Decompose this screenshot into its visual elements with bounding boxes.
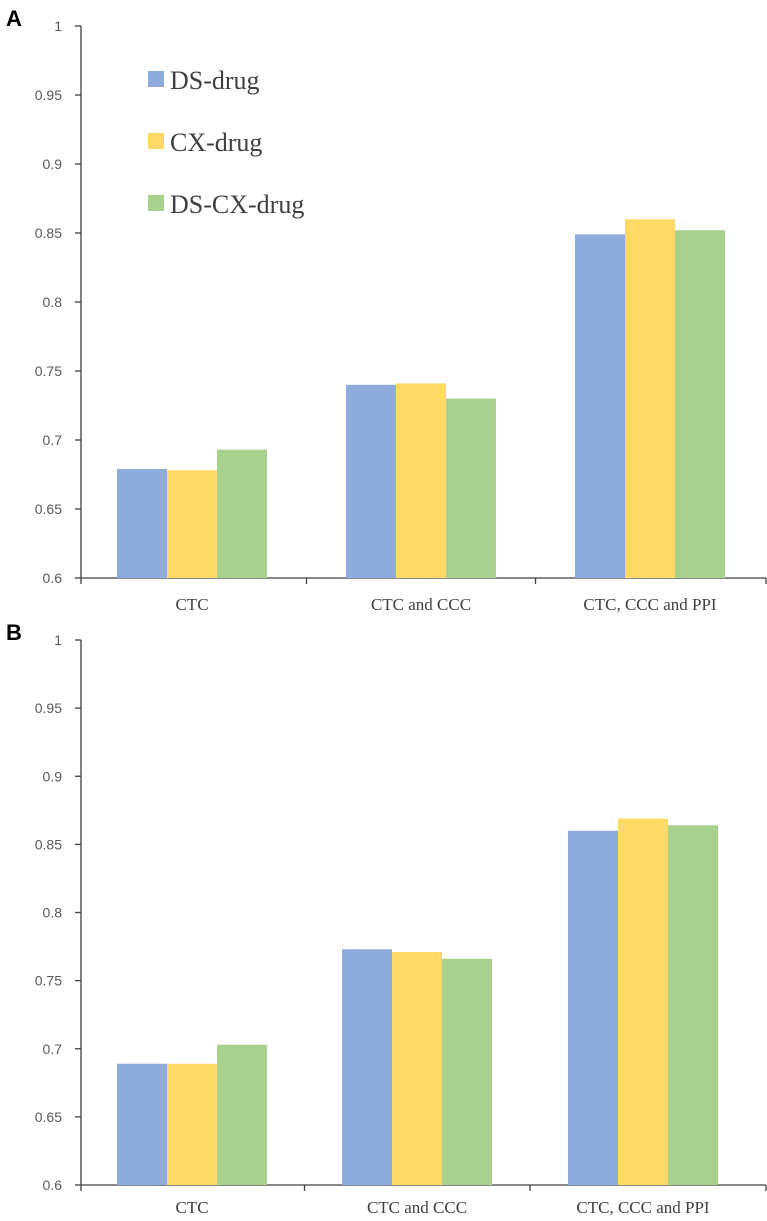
chart-panel-b: 1 0.95 0.9 0.85 0.8 0.75 0.7 0.65 0.6 CTC CTC and … (35, 632, 767, 1217)
y-tick-label: 1 (54, 632, 62, 648)
y-tick-label: 0.7 (43, 432, 63, 448)
y-tick-label: 0.9 (43, 156, 63, 172)
bar-ds-cx-drug-0 (217, 449, 267, 578)
bar-ds-drug-1 (346, 384, 396, 578)
bar-ds-drug-1 (342, 949, 392, 1185)
y-tick-label: 0.85 (35, 225, 62, 241)
bar-cx-drug-0 (167, 1063, 217, 1185)
y-tick-label: 0.6 (43, 570, 63, 586)
bar-cx-drug-0 (167, 470, 217, 578)
bar-ds-cx-drug-1 (442, 958, 492, 1185)
x-category-label: CTC and CCC (367, 1198, 467, 1217)
y-tick-label: 0.8 (43, 905, 63, 921)
y-tick-label: 0.65 (35, 1109, 62, 1125)
legend-label: DS-drug (170, 66, 260, 95)
bar-ds-cx-drug-0 (217, 1044, 267, 1185)
bar-ds-drug-0 (117, 468, 167, 578)
bar-ds-drug-2 (575, 234, 625, 578)
x-category-label: CTC (175, 1198, 208, 1217)
y-tick-label: 0.85 (35, 836, 62, 852)
legend-swatch (148, 195, 164, 211)
x-category-label: CTC (175, 595, 208, 614)
x-category-label: CTC, CCC and PPI (583, 595, 717, 614)
legend-label: DS-CX-drug (170, 190, 304, 219)
bar-cx-drug-2 (618, 818, 668, 1185)
bar-ds-drug-0 (117, 1063, 167, 1185)
legend-label: CX-drug (170, 128, 262, 157)
bar-ds-cx-drug-1 (446, 398, 496, 578)
bar-cx-drug-1 (396, 383, 446, 578)
x-category-label: CTC, CCC and PPI (576, 1198, 710, 1217)
y-tick-label: 0.65 (35, 501, 62, 517)
y-tick-label: 1 (54, 18, 62, 34)
y-tick-label: 0.8 (43, 294, 63, 310)
y-tick-label: 0.9 (43, 768, 63, 784)
panel-label-b: B (6, 620, 22, 645)
y-tick-label: 0.6 (43, 1177, 63, 1193)
y-tick-label: 0.75 (35, 363, 62, 379)
y-tick-label: 0.7 (43, 1041, 63, 1057)
x-category-label: CTC and CCC (371, 595, 471, 614)
y-tick-label: 0.75 (35, 973, 62, 989)
y-tick-label: 0.95 (35, 87, 62, 103)
bar-ds-cx-drug-2 (668, 825, 718, 1185)
y-tick-label: 0.95 (35, 700, 62, 716)
legend-swatch (148, 133, 164, 149)
bar-ds-drug-2 (568, 830, 618, 1185)
bar-cx-drug-2 (625, 219, 675, 578)
chart-panel-a: 1 0.95 0.9 0.85 0.8 0.75 0.7 0.65 0.6 CTC CTC and … (35, 18, 767, 614)
bar-ds-cx-drug-2 (675, 230, 725, 579)
legend-swatch (148, 71, 164, 87)
bar-cx-drug-1 (392, 952, 442, 1185)
panel-label-a: A (6, 6, 22, 31)
